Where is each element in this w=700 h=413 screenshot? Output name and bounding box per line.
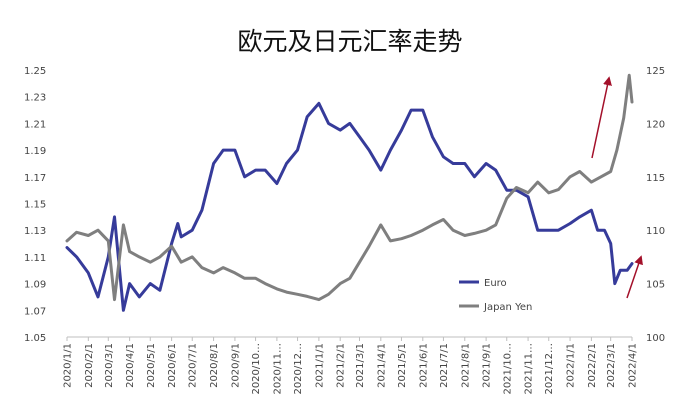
legend-label: Japan Yen <box>483 302 532 313</box>
x-tick-label: 2020/2/1 <box>84 343 95 388</box>
series-layer <box>65 73 634 312</box>
y-right-tick-label: 120 <box>646 119 665 130</box>
x-tick-label: 2020/7/1 <box>188 343 199 388</box>
x-tick-label: 2020/12… <box>293 343 304 395</box>
x-tick-label: 2020/10… <box>251 343 262 395</box>
x-tick-label: 2020/4/1 <box>125 343 136 388</box>
x-tick-label: 2020/3/1 <box>104 343 115 388</box>
y-left-tick-label: 1.25 <box>24 66 46 77</box>
x-tick-label: 2022/4/1 <box>628 343 639 388</box>
y-axis-right: 100 105 110 115 120 125 <box>646 66 665 344</box>
y-left-tick-label: 1.11 <box>24 253 46 264</box>
x-tick-label: 2021/3/1 <box>355 343 366 388</box>
x-tick-label: 2021/7/1 <box>439 343 450 388</box>
x-tick-label: 2021/2/1 <box>336 343 347 388</box>
x-tick-label: 2021/9/1 <box>482 343 493 388</box>
y-axis-left: 1.05 1.07 1.09 1.11 1.13 1.15 1.17 1.19 1.21 1.23… <box>24 66 46 344</box>
x-tick-label: 2020/8/1 <box>209 343 220 388</box>
x-tick-label: 2021/4/1 <box>376 343 387 388</box>
x-tick-label: 2022/3/1 <box>606 343 617 388</box>
y-right-tick-label: 110 <box>646 226 665 237</box>
x-tick-label: 2020/11… <box>272 343 283 395</box>
x-axis: 2020/1/1 2020/2/1 2020/3/1 2020/4/1 2020/5/1… <box>63 337 639 395</box>
y-left-tick-label: 1.07 <box>24 306 46 317</box>
x-tick-label: 2021/1/1 <box>314 343 325 388</box>
legend-label: Euro <box>484 278 507 289</box>
x-tick-label: 2021/8/1 <box>460 343 471 388</box>
y-right-tick-label: 125 <box>646 66 665 77</box>
x-tick-label: 2021/11… <box>524 343 535 395</box>
y-left-tick-label: 1.19 <box>24 146 46 157</box>
series-line-euro <box>65 101 634 312</box>
x-tick-label: 2020/9/1 <box>230 343 241 388</box>
y-right-tick-label: 100 <box>646 333 665 344</box>
y-left-tick-label: 1.23 <box>24 93 46 104</box>
series-line-japan-yen <box>65 73 634 302</box>
x-tick-label: 2022/2/1 <box>587 343 598 388</box>
y-left-tick-label: 1.17 <box>24 173 46 184</box>
trend-arrow-euro <box>626 255 643 299</box>
x-tick-label: 2021/10… <box>502 343 513 395</box>
x-tick-label: 2021/5/1 <box>397 343 408 388</box>
y-left-tick-label: 1.05 <box>24 333 46 344</box>
chart-title: 欧元及日元汇率走势 <box>237 27 463 56</box>
x-tick-label: 2021/6/1 <box>418 343 429 388</box>
legend: Euro Japan Yen <box>459 278 532 313</box>
y-left-tick-label: 1.15 <box>24 200 46 211</box>
y-right-tick-label: 115 <box>646 173 665 184</box>
y-left-tick-label: 1.09 <box>24 280 46 291</box>
x-tick-label: 2020/5/1 <box>146 343 157 388</box>
y-left-tick-label: 1.21 <box>24 119 46 130</box>
x-tick-label: 2020/6/1 <box>167 343 178 388</box>
x-tick-label: 2021/12… <box>544 343 555 395</box>
y-right-tick-label: 105 <box>646 280 665 291</box>
x-tick-label: 2020/1/1 <box>63 343 74 388</box>
y-left-tick-label: 1.13 <box>24 226 46 237</box>
trend-arrow-yen <box>591 76 612 159</box>
x-tick-label: 2022/1/1 <box>566 343 577 388</box>
